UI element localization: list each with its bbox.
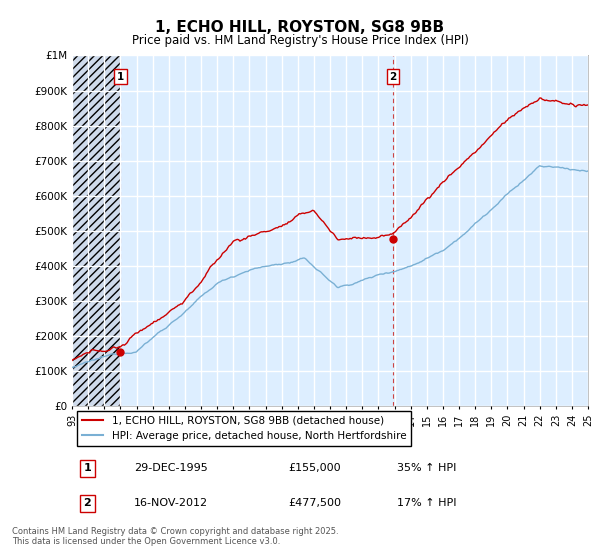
Text: 2: 2	[389, 72, 397, 82]
Text: Price paid vs. HM Land Registry's House Price Index (HPI): Price paid vs. HM Land Registry's House …	[131, 34, 469, 46]
Text: Contains HM Land Registry data © Crown copyright and database right 2025.
This d: Contains HM Land Registry data © Crown c…	[12, 526, 338, 546]
Text: £155,000: £155,000	[289, 463, 341, 473]
Text: 35% ↑ HPI: 35% ↑ HPI	[397, 463, 457, 473]
Text: 16-NOV-2012: 16-NOV-2012	[134, 498, 208, 508]
Text: 29-DEC-1995: 29-DEC-1995	[134, 463, 208, 473]
Text: 1, ECHO HILL, ROYSTON, SG8 9BB: 1, ECHO HILL, ROYSTON, SG8 9BB	[155, 20, 445, 35]
Text: 2: 2	[83, 498, 91, 508]
Text: 1: 1	[83, 463, 91, 473]
Text: 1: 1	[117, 72, 124, 82]
Text: £477,500: £477,500	[289, 498, 342, 508]
Legend: 1, ECHO HILL, ROYSTON, SG8 9BB (detached house), HPI: Average price, detached ho: 1, ECHO HILL, ROYSTON, SG8 9BB (detached…	[77, 410, 412, 446]
Text: 17% ↑ HPI: 17% ↑ HPI	[397, 498, 457, 508]
